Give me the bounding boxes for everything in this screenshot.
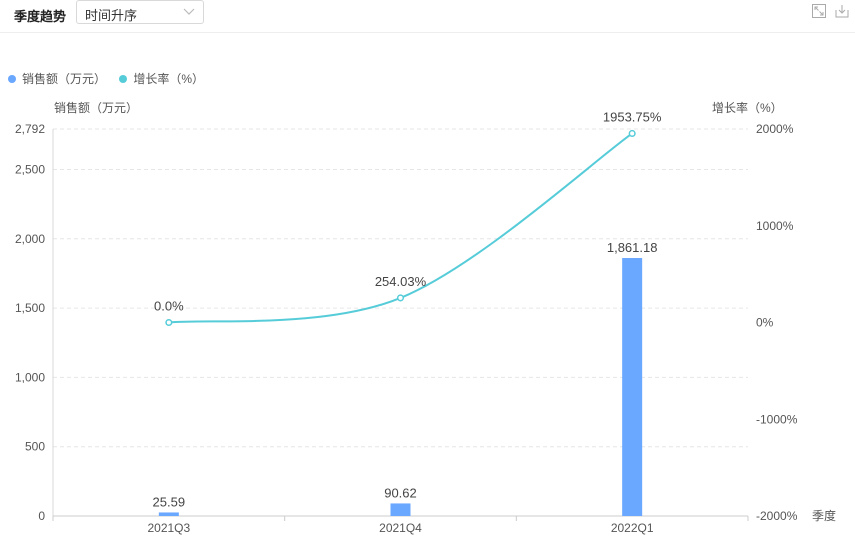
y-right-tick-label: 1000% <box>756 219 794 233</box>
x-axis-label: 季度 <box>812 508 836 523</box>
line-series <box>165 129 636 327</box>
growth-line <box>168 132 633 324</box>
y-left-tick-label: 0 <box>38 509 45 523</box>
bar-series <box>158 258 643 516</box>
legend-label-growth: 增长率（%） <box>133 72 205 86</box>
x-tick-label: 2022Q1 <box>611 521 654 535</box>
expand-icon[interactable] <box>812 4 826 18</box>
legend-marker-growth <box>119 74 128 83</box>
legend-marker-sales <box>8 74 16 83</box>
y-axis-right-label: 增长率（%） <box>712 100 783 115</box>
bar-value-label: 90.62 <box>384 485 417 500</box>
y-left-tick-label: 2,792 <box>15 122 45 136</box>
bar <box>158 512 179 516</box>
grid-lines <box>53 128 748 448</box>
chevron-down-icon <box>183 8 195 15</box>
axes: 0 500 1,000 1,500 2,000 2,500 2,792 -2000% -1000… <box>15 122 798 535</box>
bar-value-label: 1,861.18 <box>607 240 658 255</box>
bar <box>622 258 643 516</box>
sort-order-select[interactable]: 时间升序 <box>76 0 204 24</box>
line-point <box>628 129 636 138</box>
x-tick-label: 2021Q4 <box>379 521 422 535</box>
data-labels: 25.59 90.62 1,861.18 0.0% 254.03% 1953.75% <box>153 109 662 509</box>
y-right-tick-label: 2000% <box>756 122 794 136</box>
line-point <box>396 294 405 302</box>
y-right-tick-label: -2000% <box>756 509 798 523</box>
legend-label-sales: 销售额（万元） <box>22 72 107 86</box>
chart-header: 季度趋势 时间升序 <box>0 0 855 33</box>
line-value-label: 254.03% <box>375 274 427 289</box>
y-left-tick-label: 2,000 <box>15 232 45 246</box>
line-point <box>165 318 173 327</box>
line-value-label: 0.0% <box>154 299 184 314</box>
y-left-tick-label: 1,000 <box>15 370 45 384</box>
y-left-tick-label: 2,500 <box>15 162 45 176</box>
line-value-label: 1953.75% <box>603 109 662 124</box>
y-axis-left-label: 销售额（万元） <box>54 100 138 115</box>
bar <box>390 503 411 516</box>
chart-legend: 销售额（万元） 增长率（%） <box>8 70 214 87</box>
y-left-tick-label: 1,500 <box>15 301 45 315</box>
y-right-tick-label: -1000% <box>756 412 798 426</box>
legend-item-sales[interactable]: 销售额（万元） <box>8 70 106 87</box>
x-tick-label: 2021Q3 <box>147 521 190 535</box>
y-left-tick-label: 500 <box>25 440 45 454</box>
bar-value-label: 25.59 <box>153 494 186 509</box>
sort-order-value: 时间升序 <box>85 8 138 23</box>
panel-title: 季度趋势 <box>14 9 67 24</box>
download-icon[interactable] <box>835 4 849 18</box>
y-right-tick-label: 0% <box>756 316 774 330</box>
legend-item-growth[interactable]: 增长率（%） <box>119 70 204 87</box>
